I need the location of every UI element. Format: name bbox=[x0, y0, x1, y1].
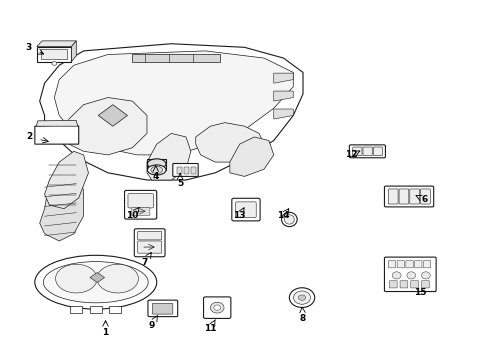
Polygon shape bbox=[40, 169, 83, 241]
Polygon shape bbox=[35, 125, 79, 144]
Ellipse shape bbox=[147, 165, 165, 175]
FancyBboxPatch shape bbox=[352, 147, 361, 156]
Bar bbox=[109, 306, 121, 313]
Ellipse shape bbox=[35, 255, 157, 309]
FancyBboxPatch shape bbox=[387, 189, 397, 204]
Ellipse shape bbox=[281, 212, 297, 226]
Polygon shape bbox=[273, 73, 293, 83]
Polygon shape bbox=[54, 51, 293, 155]
FancyBboxPatch shape bbox=[423, 261, 430, 268]
FancyBboxPatch shape bbox=[128, 194, 153, 208]
Text: 7: 7 bbox=[141, 258, 147, 267]
FancyBboxPatch shape bbox=[124, 190, 157, 219]
FancyBboxPatch shape bbox=[384, 257, 435, 292]
Bar bbox=[190, 167, 195, 174]
Polygon shape bbox=[37, 46, 71, 62]
FancyBboxPatch shape bbox=[152, 303, 172, 314]
Text: 1: 1 bbox=[102, 328, 108, 337]
FancyBboxPatch shape bbox=[405, 261, 412, 268]
Bar bbox=[183, 167, 188, 174]
Text: 8: 8 bbox=[299, 314, 305, 323]
Text: 10: 10 bbox=[126, 211, 138, 220]
Ellipse shape bbox=[52, 62, 57, 65]
FancyBboxPatch shape bbox=[387, 261, 395, 268]
Text: 11: 11 bbox=[203, 324, 216, 333]
Ellipse shape bbox=[43, 262, 148, 303]
FancyBboxPatch shape bbox=[203, 297, 230, 319]
Polygon shape bbox=[195, 123, 264, 162]
Polygon shape bbox=[229, 137, 273, 176]
FancyBboxPatch shape bbox=[421, 281, 428, 288]
Bar bbox=[70, 306, 82, 313]
Ellipse shape bbox=[298, 295, 305, 300]
Bar bbox=[41, 49, 67, 59]
Ellipse shape bbox=[97, 264, 138, 293]
FancyBboxPatch shape bbox=[172, 163, 198, 176]
Bar bbox=[177, 167, 182, 174]
Text: 2: 2 bbox=[26, 132, 32, 141]
FancyBboxPatch shape bbox=[409, 189, 419, 204]
Ellipse shape bbox=[293, 291, 310, 304]
Ellipse shape bbox=[289, 288, 314, 307]
Ellipse shape bbox=[421, 272, 429, 279]
FancyBboxPatch shape bbox=[138, 241, 161, 253]
Polygon shape bbox=[273, 109, 293, 119]
Polygon shape bbox=[71, 41, 76, 62]
FancyBboxPatch shape bbox=[396, 261, 404, 268]
Text: 3: 3 bbox=[26, 43, 32, 52]
Text: 9: 9 bbox=[148, 321, 155, 330]
Text: 5: 5 bbox=[177, 179, 183, 188]
Ellipse shape bbox=[56, 264, 97, 293]
FancyBboxPatch shape bbox=[231, 198, 260, 221]
Text: 13: 13 bbox=[233, 211, 245, 220]
Polygon shape bbox=[98, 105, 127, 126]
Text: 14: 14 bbox=[277, 211, 289, 220]
Ellipse shape bbox=[147, 159, 165, 169]
Text: 12: 12 bbox=[345, 150, 357, 159]
FancyBboxPatch shape bbox=[384, 186, 433, 207]
FancyBboxPatch shape bbox=[235, 202, 256, 218]
FancyBboxPatch shape bbox=[399, 281, 407, 288]
FancyBboxPatch shape bbox=[398, 189, 408, 204]
FancyBboxPatch shape bbox=[138, 231, 161, 240]
Polygon shape bbox=[37, 41, 76, 46]
Text: 15: 15 bbox=[413, 288, 426, 297]
FancyBboxPatch shape bbox=[348, 145, 385, 158]
Polygon shape bbox=[36, 121, 78, 126]
Ellipse shape bbox=[213, 305, 220, 310]
Polygon shape bbox=[40, 44, 303, 180]
FancyBboxPatch shape bbox=[148, 300, 177, 317]
Ellipse shape bbox=[151, 166, 162, 174]
Ellipse shape bbox=[210, 302, 224, 313]
FancyBboxPatch shape bbox=[414, 261, 421, 268]
Bar bbox=[132, 54, 220, 62]
FancyBboxPatch shape bbox=[134, 229, 164, 257]
Ellipse shape bbox=[391, 272, 400, 279]
FancyBboxPatch shape bbox=[410, 281, 418, 288]
FancyBboxPatch shape bbox=[420, 189, 429, 204]
FancyBboxPatch shape bbox=[362, 147, 371, 156]
FancyBboxPatch shape bbox=[388, 281, 396, 288]
Polygon shape bbox=[147, 134, 190, 180]
Ellipse shape bbox=[284, 215, 294, 224]
Polygon shape bbox=[90, 273, 104, 283]
Text: 4: 4 bbox=[152, 172, 159, 181]
Polygon shape bbox=[64, 98, 147, 155]
FancyBboxPatch shape bbox=[131, 208, 150, 216]
Bar bbox=[147, 159, 165, 170]
Polygon shape bbox=[273, 91, 293, 101]
Bar bbox=[90, 306, 102, 313]
Text: 6: 6 bbox=[421, 195, 427, 204]
FancyBboxPatch shape bbox=[372, 147, 382, 156]
Polygon shape bbox=[44, 151, 88, 209]
Ellipse shape bbox=[406, 272, 415, 279]
